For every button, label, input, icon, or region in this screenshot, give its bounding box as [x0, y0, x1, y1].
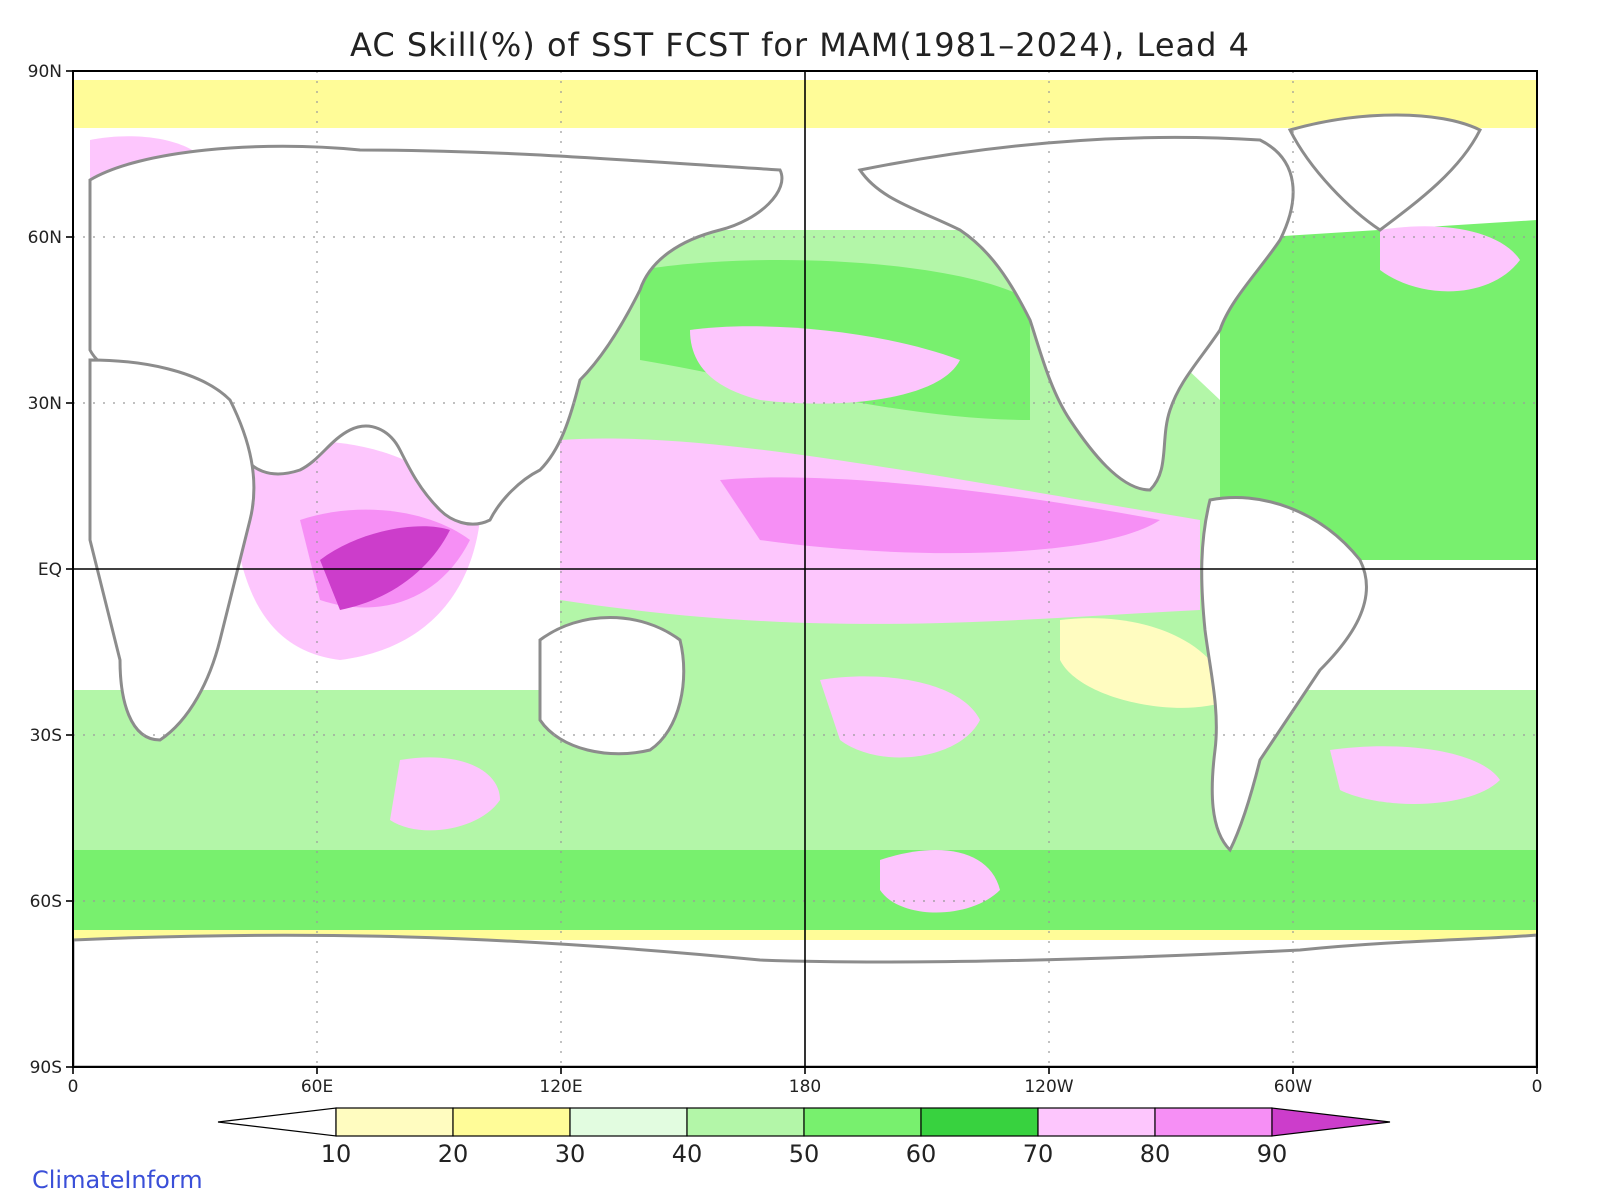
colorbar-label: 20 — [438, 1140, 469, 1168]
lat-label: 90N — [28, 62, 62, 82]
lon-label: 60E — [301, 1077, 333, 1097]
lon-label: 120W — [1024, 1077, 1073, 1097]
lon-tick-marks — [72, 1067, 1538, 1074]
colorbar-label: 60 — [906, 1140, 937, 1168]
lon-label: 60W — [1274, 1077, 1313, 1097]
lat-label: 30S — [30, 726, 62, 746]
colorbar-label: 70 — [1023, 1140, 1054, 1168]
colorbar-segment — [920, 1107, 1039, 1137]
colorbar-label: 50 — [789, 1140, 820, 1168]
lat-label: 30N — [28, 394, 62, 414]
colorbar-segment — [335, 1107, 454, 1137]
credit-text: ClimateInform — [32, 1166, 203, 1194]
colorbar-label: 30 — [555, 1140, 586, 1168]
colorbar-label: 40 — [672, 1140, 703, 1168]
lat-tick-marks — [66, 70, 73, 1068]
colorbar-segment — [569, 1107, 688, 1137]
lat-labels: 90N 60N 30N EQ 30S 60S 90S — [28, 62, 62, 1078]
lat-label: 60N — [28, 228, 62, 248]
lon-label: 0 — [68, 1077, 79, 1097]
lat-label: EQ — [38, 560, 62, 580]
colorbar-label: 10 — [321, 1140, 352, 1168]
colorbar-segment — [217, 1107, 337, 1137]
lon-label: 120E — [539, 1077, 582, 1097]
colorbar: 10 20 30 40 50 60 70 80 90 — [217, 1107, 1391, 1168]
colorbar-label: 80 — [1140, 1140, 1171, 1168]
colorbar-segment — [1154, 1107, 1273, 1137]
lon-label: 0 — [1532, 1077, 1543, 1097]
colorbar-segment — [1271, 1107, 1391, 1137]
colorbar-segment — [1037, 1107, 1156, 1137]
lon-labels: 0 60E 120E 180 120W 60W 0 — [68, 1077, 1543, 1097]
map-title: AC Skill(%) of SST FCST for MAM(1981–202… — [350, 26, 1250, 64]
colorbar-segment — [452, 1107, 571, 1137]
lat-label: 60S — [30, 892, 62, 912]
colorbar-label: 90 — [1257, 1140, 1288, 1168]
lon-label: 180 — [789, 1077, 821, 1097]
lat-label: 90S — [30, 1058, 62, 1078]
colorbar-segment — [686, 1107, 805, 1137]
colorbar-segment — [803, 1107, 922, 1137]
